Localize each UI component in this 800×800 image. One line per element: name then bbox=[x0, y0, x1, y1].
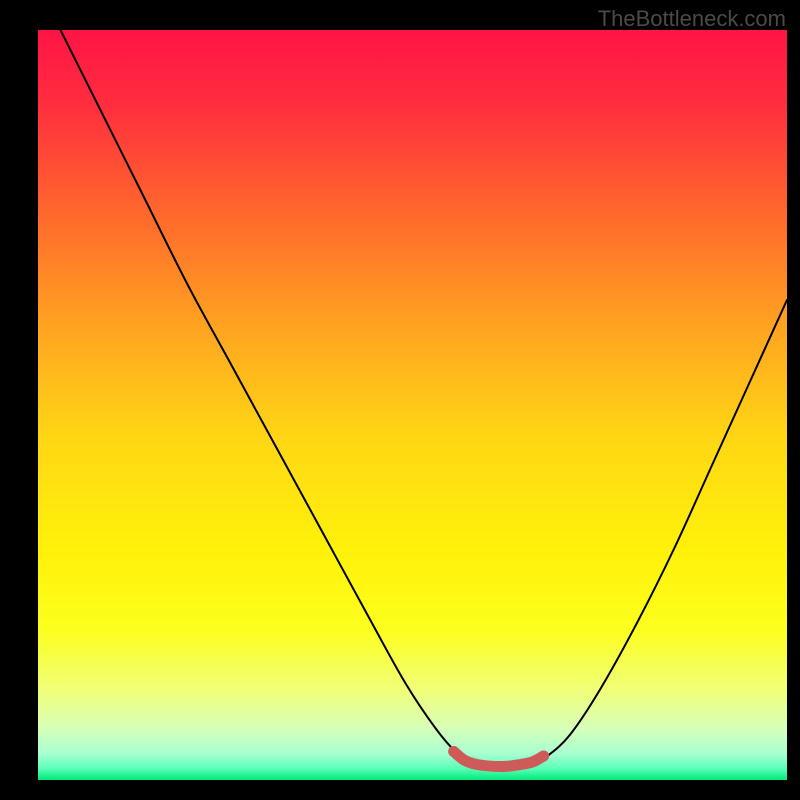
chart-canvas bbox=[0, 0, 800, 800]
valley-marker-end-dot bbox=[538, 751, 549, 762]
plot-area bbox=[38, 30, 787, 780]
bottleneck-chart: TheBottleneck.com bbox=[0, 0, 800, 800]
valley-marker-start-dot bbox=[448, 746, 459, 757]
